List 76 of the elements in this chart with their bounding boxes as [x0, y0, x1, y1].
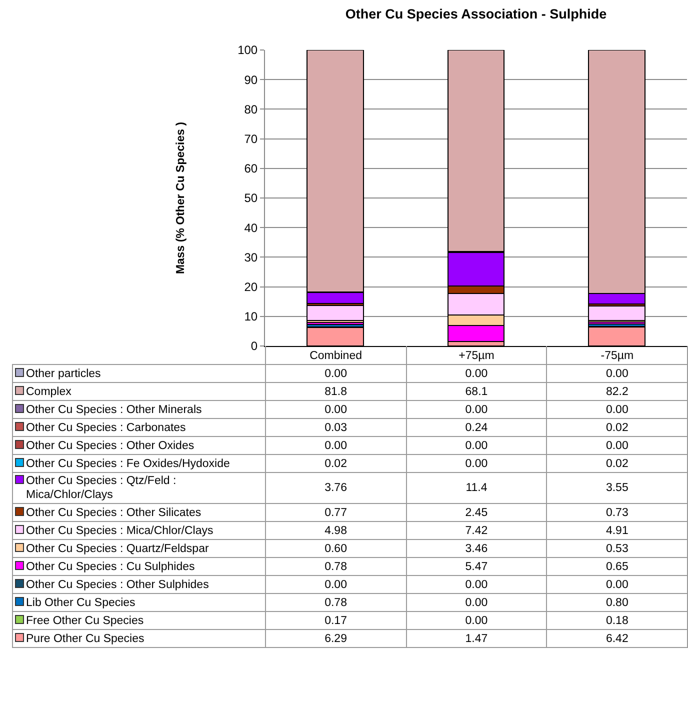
y-tick-label: 70: [244, 132, 258, 146]
data-label: 0.00: [406, 612, 547, 630]
legend-label: Other Cu Species : Quartz/Feldspar: [26, 542, 210, 556]
legend-label: Complex: [26, 384, 72, 398]
data-label: 7.42: [406, 522, 547, 540]
data-label: 0.78: [265, 594, 406, 612]
legend-label: Other Cu Species : Fe Oxides/Hydoxide: [26, 456, 231, 470]
data-label: 4.98: [265, 522, 406, 540]
data-label: 0.00: [406, 436, 547, 454]
data-label: 0.80: [546, 594, 688, 612]
legend-label: Other Cu Species : Carbonates: [26, 420, 187, 434]
data-label: 2.45: [406, 504, 547, 522]
y-tick-label: 30: [244, 250, 258, 264]
legend-label: Other Cu Species : Other Sulphides: [26, 578, 210, 592]
legend-label: Other Cu Species : Other Oxides: [26, 438, 196, 452]
data-label: 1.47: [406, 630, 547, 648]
data-label: 0.00: [546, 576, 688, 594]
legend-label: Other particles: [26, 366, 102, 380]
data-label: 0.00: [406, 454, 547, 472]
data-label: 0.00: [406, 594, 547, 612]
y-tick-label: 0: [250, 339, 258, 354]
data-label: 0.02: [546, 454, 688, 472]
y-tick-label: 50: [244, 191, 258, 206]
data-label: 0.02: [265, 454, 406, 472]
data-label: 0.53: [546, 540, 688, 558]
data-label: 3.55: [546, 472, 688, 504]
data-label: 0.77: [265, 504, 406, 522]
data-label: 0.78: [265, 558, 406, 576]
data-label: 0.73: [546, 504, 688, 522]
y-tick-label: 60: [244, 162, 258, 176]
data-label: 0.00: [546, 364, 688, 382]
data-label: 0.18: [546, 612, 688, 630]
y-tick-label: 40: [244, 220, 258, 235]
data-label: 4.91: [546, 522, 688, 540]
data-label: 3.76: [265, 472, 406, 504]
data-label: 0.17: [265, 612, 406, 630]
y-tick-label: 100: [238, 43, 258, 58]
data-label: 5.47: [406, 558, 547, 576]
data-label: 0.02: [546, 418, 688, 436]
y-tick-label: 20: [244, 280, 258, 294]
data-label: 0.00: [406, 576, 547, 594]
data-label: 0.00: [546, 436, 688, 454]
legend-label: Other Cu Species : Mica/Chlor/Clays: [26, 524, 214, 538]
legend-label: Lib Other Cu Species: [26, 596, 136, 610]
x-tick-label: +75µm: [406, 346, 547, 364]
data-label: 0.00: [406, 364, 547, 382]
chart-title: Other Cu Species Association - Sulphide: [345, 6, 608, 22]
data-label: 68.1: [406, 382, 547, 400]
data-label: 0.00: [406, 400, 547, 418]
data-label: 6.29: [265, 630, 406, 648]
data-label: 0.65: [546, 558, 688, 576]
legend-label: Other Cu Species : Cu Sulphides: [26, 560, 196, 574]
data-label: 0.00: [546, 400, 688, 418]
data-label: 0.60: [265, 540, 406, 558]
legend-label: Pure Other Cu Species: [26, 632, 146, 646]
y-tick-label: 10: [244, 310, 258, 324]
data-label: 3.46: [406, 540, 547, 558]
data-label: 0.00: [265, 436, 406, 454]
x-tick-label: Combined: [265, 346, 406, 364]
legend-label: Other Cu Species : Other Minerals: [26, 402, 203, 416]
y-tick-label: 90: [244, 72, 258, 87]
legend-label: Other Cu Species : Qtz/Feld : Mica/Chlor/Clays: [26, 474, 178, 502]
data-label: 11.4: [406, 472, 547, 504]
data-label: 0.24: [406, 418, 547, 436]
data-label: 82.2: [546, 382, 688, 400]
legend-label: Free Other Cu Species: [26, 614, 145, 628]
x-tick-label: -75µm: [546, 346, 688, 364]
data-label: 0.00: [265, 576, 406, 594]
y-tick-label: 80: [244, 102, 258, 116]
legend-label: Other Cu Species : Other Silicates: [26, 506, 202, 520]
data-label: 0.03: [265, 418, 406, 436]
data-label: 0.00: [265, 364, 406, 382]
data-label: 81.8: [265, 382, 406, 400]
y-axis-title: Mass (% Other Cu Species ): [175, 122, 188, 274]
data-label: 6.42: [546, 630, 688, 648]
data-label: 0.00: [265, 400, 406, 418]
